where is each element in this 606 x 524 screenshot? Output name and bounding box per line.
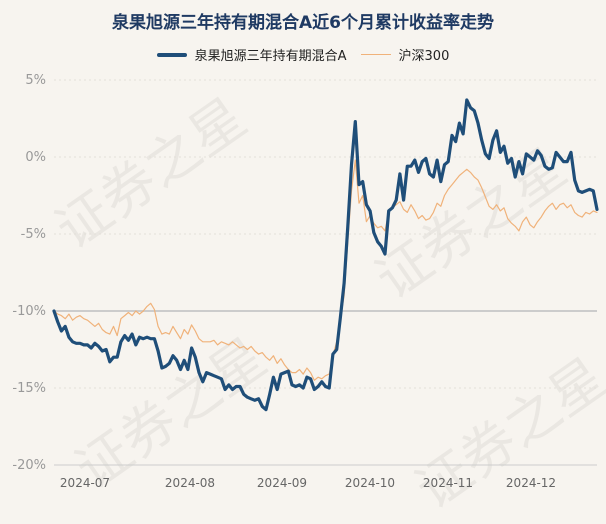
chart-legend: 泉果旭源三年持有期混合A 沪深300 — [0, 45, 606, 64]
legend-item-main: 泉果旭源三年持有期混合A — [156, 45, 347, 64]
x-tick-label: 2024-12 — [506, 476, 556, 490]
legend-item-bench: 沪深300 — [360, 45, 450, 64]
legend-label-main: 泉果旭源三年持有期混合A — [194, 49, 347, 64]
y-tick-label: -10% — [12, 304, 46, 319]
x-tick-label: 2024-09 — [257, 476, 307, 490]
y-tick-label: 0% — [25, 150, 46, 165]
y-tick-label: 5% — [25, 73, 46, 88]
y-tick-label: -5% — [21, 227, 46, 242]
legend-swatch-main — [156, 52, 187, 57]
y-tick-label: -20% — [12, 458, 46, 473]
x-tick-label: 2024-07 — [60, 476, 110, 490]
series-line-bench — [53, 159, 598, 381]
line-chart: 5% 0% -5% -10% -15% -20% 2024-07 2024-08 2024-09… — [12, 73, 599, 490]
chart-title: 泉果旭源三年持有期混合A近6个月累计收益率走势 — [112, 13, 494, 33]
x-tick-label: 2024-08 — [165, 476, 215, 490]
series-line-main — [52, 98, 599, 412]
chart-container: 证券之星 证券之星 证券之星 证券之星 泉果旭源三年持有期混合A近6个月累计收益… — [0, 13, 606, 521]
x-tick-label: 2024-11 — [423, 476, 473, 490]
y-tick-label: -15% — [12, 381, 46, 396]
x-tick-label: 2024-10 — [345, 476, 395, 490]
legend-label-bench: 沪深300 — [398, 49, 450, 64]
legend-swatch-bench — [360, 54, 391, 55]
